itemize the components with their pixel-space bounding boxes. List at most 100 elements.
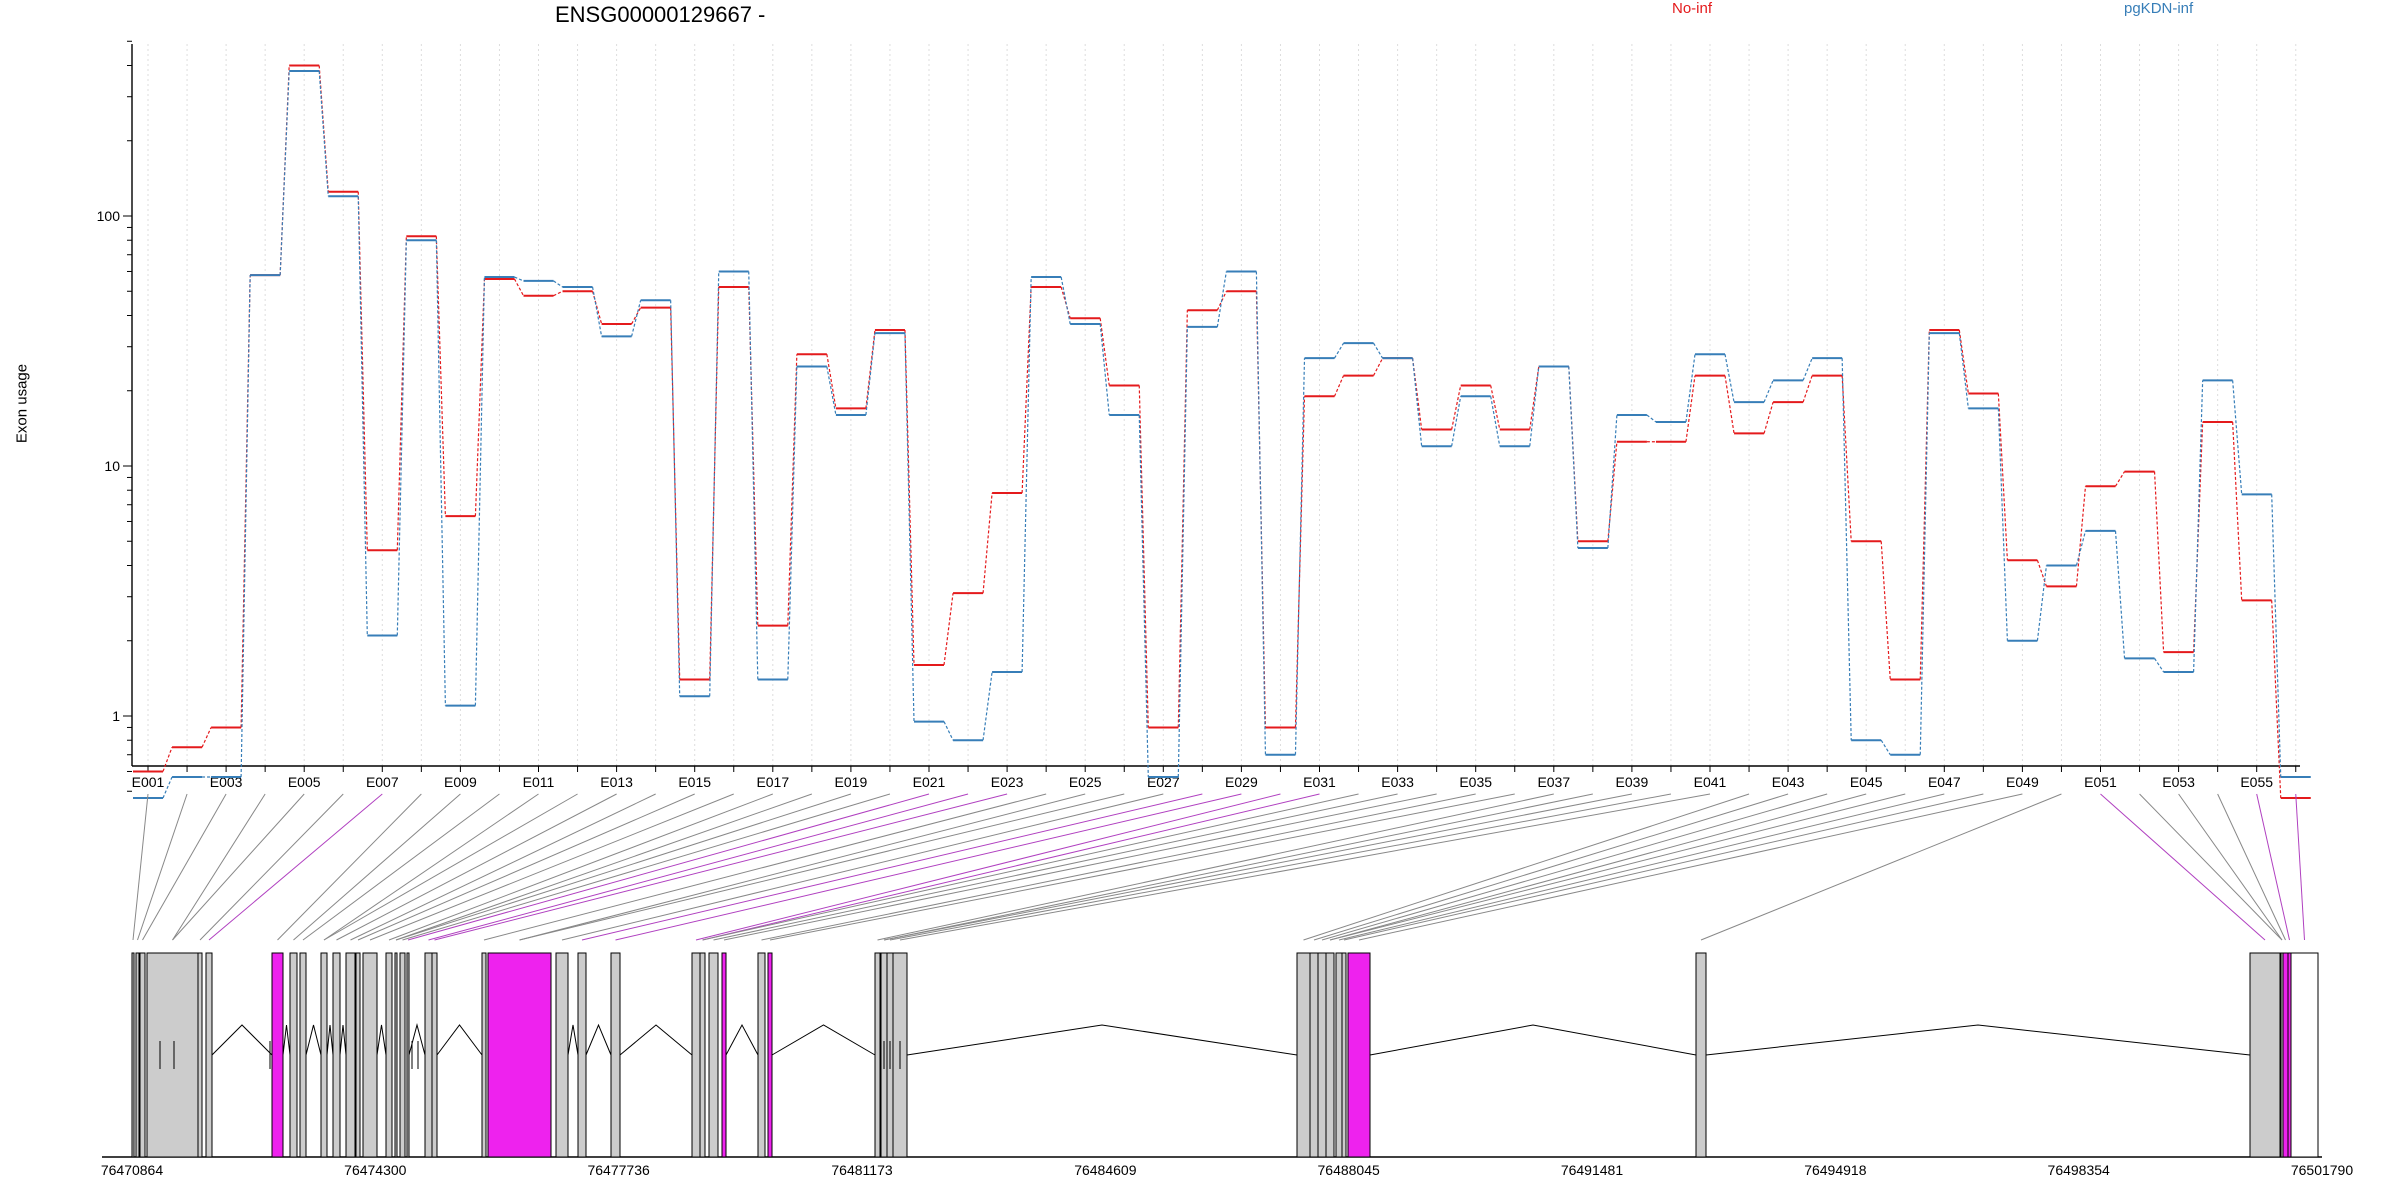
intron-line (408, 1023, 426, 1056)
y-tick-label: 100 (97, 208, 121, 224)
x-tick-label: E031 (1303, 774, 1336, 790)
data-connector (1568, 366, 1579, 549)
exon-connector (369, 793, 734, 941)
exon-box (874, 952, 881, 1158)
exon-connector (293, 793, 461, 941)
exon-connector (402, 793, 891, 941)
x-tick-label: E029 (1225, 774, 1258, 790)
exon-box (708, 952, 719, 1158)
grid-lines (147, 44, 2297, 766)
data-connector (435, 236, 446, 517)
exon-connector (1343, 793, 1984, 941)
data-connector (1802, 375, 1813, 403)
exon-box (1347, 952, 1371, 1158)
exon-box (394, 952, 398, 1158)
exon-box (431, 952, 438, 1158)
x-tick-label: E041 (1694, 774, 1727, 790)
exon-connector (199, 793, 344, 941)
data-connector (1294, 358, 1306, 755)
data-connector (2075, 530, 2087, 566)
data-connector (1216, 271, 1227, 328)
exon-connector (1329, 793, 1906, 941)
data-connector (982, 671, 993, 741)
genomic-tick-label: 76477736 (587, 1162, 650, 1178)
exon-connector (483, 793, 1047, 941)
data-connector (670, 307, 681, 680)
exon-box (577, 952, 587, 1158)
data-connector (1138, 385, 1149, 728)
data-connector (279, 71, 290, 276)
gene-model: 76470864 76474300 76477736 76481173 76484609… (101, 952, 2354, 1178)
exon-box (2282, 952, 2289, 1158)
x-tick-label: E025 (1069, 774, 1102, 790)
exon-connector (2178, 793, 2283, 941)
exon-connector (561, 793, 1164, 941)
exon-box (399, 952, 406, 1158)
data-connector (1919, 333, 1930, 755)
data-connector (1373, 342, 1384, 359)
data-connector (1021, 286, 1032, 494)
exon-connector (1329, 793, 1867, 941)
legend-item-no-inf: No-inf (1672, 0, 1713, 17)
genomic-tick-label: 76501790 (2291, 1162, 2354, 1178)
exon-connector (336, 793, 617, 941)
data-connector (1685, 375, 1696, 442)
exon-box (332, 952, 341, 1158)
exon-connector (883, 793, 1632, 941)
x-tick-label: E013 (600, 774, 633, 790)
exon-connector (172, 793, 305, 941)
data-connector (162, 776, 173, 799)
intron-line (436, 1024, 483, 1056)
exon-box (1341, 952, 1347, 1158)
exon-connector (1313, 793, 1789, 941)
data-connector (2271, 600, 2282, 799)
data-connector (865, 333, 876, 416)
x-tick-label: E005 (288, 774, 321, 790)
data-connector (1958, 333, 1969, 409)
data-connector (1997, 393, 2008, 561)
exon-connector (137, 793, 188, 941)
exon-box (721, 952, 727, 1158)
x-tick-label: E023 (991, 774, 1024, 790)
data-connector (2154, 658, 2165, 673)
intron-line (619, 1024, 693, 1056)
exon-box (146, 952, 199, 1158)
data-connector (2193, 421, 2204, 653)
data-connector (1607, 414, 1618, 549)
data-connector (2036, 565, 2048, 641)
exon-box (487, 952, 552, 1158)
data-connector (787, 366, 798, 680)
exon-box (555, 952, 569, 1158)
x-tick-label: E055 (2240, 774, 2273, 790)
exon-connector (702, 793, 1359, 941)
exon-connector (2256, 793, 2290, 941)
exon-connector (428, 793, 969, 941)
exon-box (345, 952, 356, 1158)
exon-connector (395, 793, 813, 941)
data-connector (1177, 326, 1188, 778)
intron-line (305, 1024, 322, 1056)
data-connector (553, 290, 563, 297)
exon-box (135, 952, 140, 1158)
exon-connector (883, 793, 1593, 941)
exon-connector (1321, 793, 1828, 941)
data-connector (1490, 396, 1501, 447)
data-connector (591, 291, 603, 325)
exon-box (320, 952, 328, 1158)
data-connector (1841, 358, 1852, 741)
data-connector (1646, 414, 1657, 423)
data-connector (1763, 380, 1774, 403)
data-connector (2153, 471, 2165, 653)
exon-connector (723, 793, 1437, 941)
series-lines (133, 64, 2311, 799)
data-connector (670, 300, 681, 697)
x-tick-label: E051 (2084, 774, 2117, 790)
data-connector (357, 191, 368, 551)
data-connector (162, 747, 173, 772)
data-connector (318, 71, 329, 197)
exon-connector (1358, 793, 2023, 941)
data-connector (1490, 385, 1501, 430)
data-connector (631, 300, 642, 337)
exon-connectors (132, 793, 2305, 941)
